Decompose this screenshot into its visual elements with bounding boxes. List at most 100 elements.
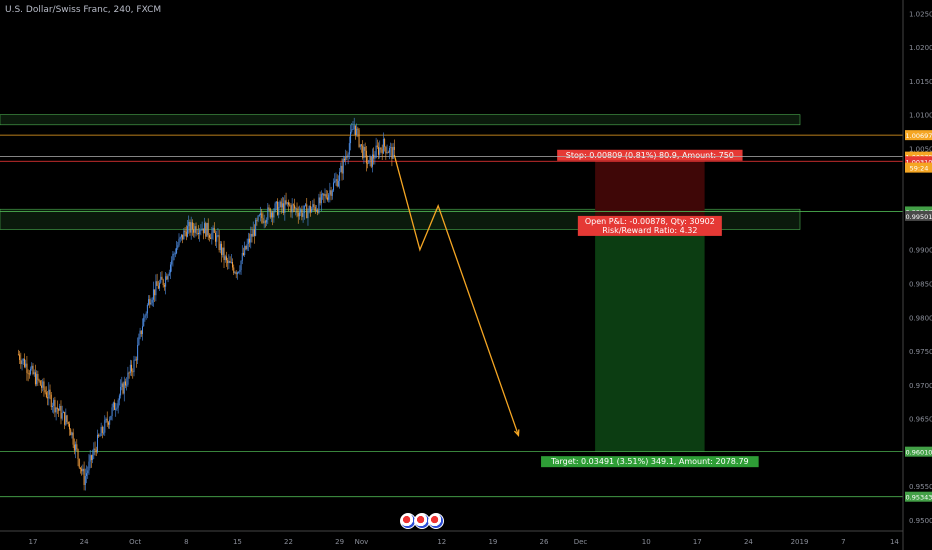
y-tick-label: 1.02000 [909,44,932,52]
candle-body [82,468,84,472]
candle-body [362,145,364,158]
candle-body [331,190,333,196]
candle-body [268,207,270,209]
y-tick-label: 1.02500 [909,10,932,18]
candle-body [161,276,163,280]
candle-body [160,276,162,283]
candle-body [174,253,176,255]
position-layer[interactable]: Stop: 0.00809 (0.81%) 80.9, Amount: 750 O… [541,149,759,468]
candle-body [350,131,352,144]
candle-body [86,473,88,476]
candle-body [277,201,279,215]
candle-body [215,232,216,242]
candle-body [373,154,375,159]
candle-body [124,381,126,386]
candle-body [39,380,41,386]
candle-body [356,128,358,136]
us-flag-icon[interactable] [428,513,444,529]
projection-layer[interactable] [393,155,520,438]
candle-body [370,156,372,167]
x-tick-label: 10 [642,538,651,546]
candle-body [127,372,129,385]
candle-body [101,426,103,433]
candle-body [61,412,63,419]
candle-body [262,218,264,223]
candle-body [140,330,142,335]
candle-body [36,374,38,385]
candle-body [353,125,355,130]
candle-body [51,405,53,408]
support-resistance-zone [0,114,801,126]
candle-body [284,200,286,213]
candle-body [250,233,252,243]
x-tick-label: Nov [355,538,369,546]
candle-body [50,394,52,408]
candle-body [154,289,156,296]
candle-body [229,261,231,263]
candle-body [227,260,229,264]
candle-body [346,156,348,158]
candle-body [336,179,338,187]
candle-body [239,270,241,272]
y-tick-label: 1.01000 [909,112,932,120]
x-tick-label: 26 [540,538,549,546]
candle-body [279,201,281,207]
price-label-bg [905,156,932,167]
candle-body [182,234,184,240]
candles-layer [17,117,395,491]
candle-body [352,129,354,130]
candle-body [317,210,319,213]
candle-body [193,229,195,233]
candle-body [354,125,356,136]
candle-body [236,272,238,275]
candle-body [337,180,339,187]
x-tick-label: 17 [29,538,38,546]
candle-body [148,299,150,305]
y-tick-label: 1.01500 [909,78,932,86]
candle-body [194,226,196,233]
candle-body [98,434,100,437]
candle-body [274,203,276,212]
candle-body [255,220,257,236]
candle-body [150,302,152,305]
candle-body [92,454,94,460]
candle-body [72,432,74,445]
candle-body [246,243,248,250]
horizontal-lines-layer[interactable] [0,134,903,498]
candle-body [375,145,377,158]
candle-body [173,253,175,255]
candle-body [393,146,395,150]
candle-body [156,281,158,286]
candle-body [249,238,251,243]
candle-body [87,470,89,474]
candle-body [272,212,274,218]
candle-body [167,275,169,280]
candle-body [269,208,271,218]
candle-body [330,190,332,196]
candle-body [197,233,199,235]
candle-body [347,154,349,158]
x-tick-label: 22 [284,538,293,546]
candle-body [323,193,325,196]
price-label-bg [905,130,932,141]
candle-body [84,475,86,485]
candle-body [30,368,32,375]
candle-body [371,154,373,167]
candle-body [286,202,288,204]
x-tick-label: 2019 [791,538,809,546]
zone-price-bg [905,210,932,221]
candle-body [369,156,371,161]
x-tick-label: 7 [841,538,845,546]
candle-body [275,201,277,204]
candle-body [129,364,131,374]
candle-body [53,399,55,406]
candle-body [232,261,234,268]
candle-body [319,197,321,204]
candle-body [22,358,24,361]
candle-body [26,363,28,373]
candle-body [42,381,44,388]
candle-body [252,229,254,237]
